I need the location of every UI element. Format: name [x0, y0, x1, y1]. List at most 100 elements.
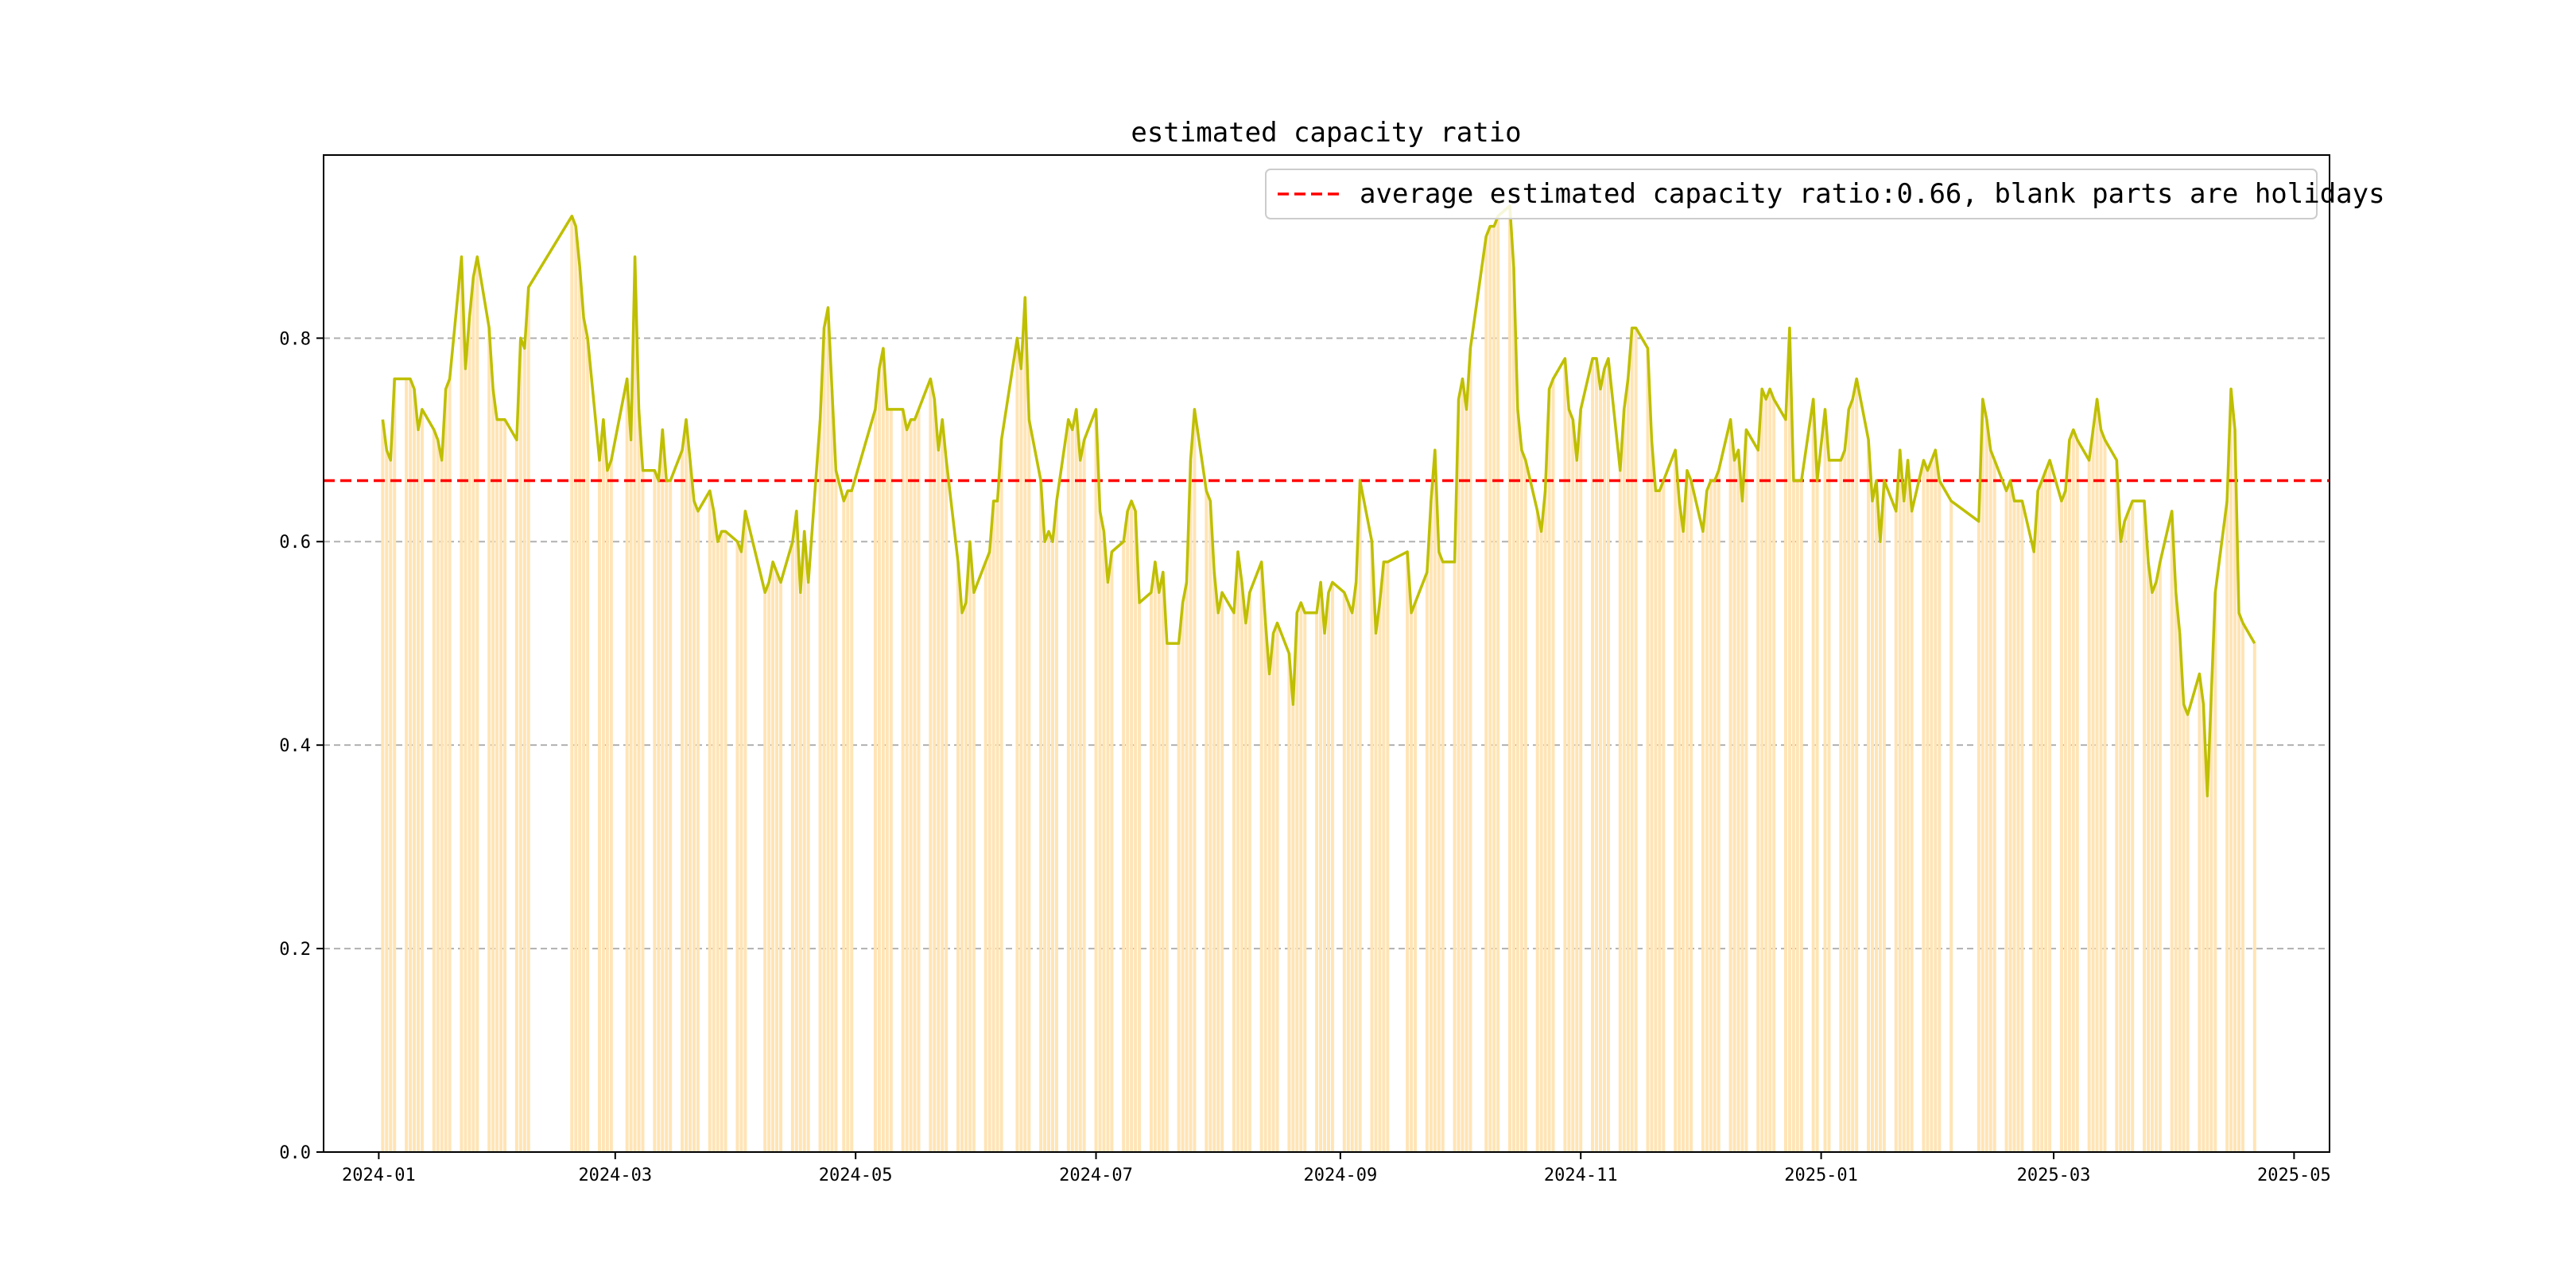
- bar: [1406, 552, 1410, 1152]
- bar: [1429, 501, 1433, 1152]
- bar: [1674, 450, 1678, 1152]
- bar: [1618, 470, 1622, 1152]
- bar: [1414, 603, 1418, 1152]
- bar: [818, 419, 822, 1152]
- bar: [2178, 633, 2182, 1152]
- bar: [1709, 480, 1713, 1152]
- bar: [1992, 460, 1996, 1152]
- bar: [1153, 561, 1157, 1152]
- bar: [448, 378, 452, 1152]
- bar: [381, 419, 385, 1152]
- bar: [1425, 572, 1429, 1152]
- bar: [1595, 358, 1599, 1153]
- bar: [1799, 480, 1803, 1152]
- bar: [609, 460, 613, 1152]
- y-tick-label: 0.2: [279, 940, 311, 960]
- bar: [2067, 440, 2071, 1152]
- bar: [1756, 450, 1760, 1152]
- y-tick-label: 0.0: [279, 1143, 311, 1163]
- bars: [381, 205, 2256, 1153]
- bar: [1867, 440, 1871, 1152]
- bar: [1930, 460, 1934, 1152]
- bar: [1287, 654, 1291, 1152]
- bar: [1599, 389, 1602, 1152]
- bar: [1547, 389, 1551, 1152]
- bar: [1894, 510, 1898, 1152]
- bar: [1299, 603, 1303, 1152]
- bar: [1054, 501, 1058, 1152]
- x-tick-label: 2024-11: [1544, 1166, 1618, 1185]
- bar: [1027, 419, 1031, 1152]
- bar: [2150, 592, 2154, 1152]
- bar: [822, 328, 826, 1152]
- bar: [2252, 643, 2256, 1152]
- bar: [826, 307, 830, 1153]
- bar: [1839, 460, 1843, 1152]
- bar: [1326, 592, 1330, 1152]
- bar: [1764, 399, 1768, 1152]
- bar: [641, 470, 645, 1152]
- bar: [1346, 603, 1350, 1152]
- bar: [1701, 531, 1705, 1152]
- bar: [956, 561, 960, 1152]
- bar: [767, 582, 771, 1152]
- bar: [2036, 491, 2040, 1152]
- bar: [1082, 440, 1086, 1152]
- bar: [1874, 480, 1878, 1152]
- bar: [2071, 429, 2075, 1152]
- bar: [1240, 582, 1243, 1152]
- bar: [1122, 541, 1126, 1152]
- bar: [1453, 561, 1457, 1152]
- bar: [1110, 552, 1114, 1152]
- bar: [1358, 480, 1362, 1152]
- bar: [1949, 501, 1953, 1152]
- bar: [2091, 429, 2095, 1152]
- bar: [1185, 582, 1189, 1152]
- bar: [1682, 531, 1686, 1152]
- bar: [1740, 501, 1744, 1152]
- bar: [1070, 429, 1074, 1152]
- x-tick-label: 2025-03: [2017, 1166, 2091, 1185]
- bar: [881, 348, 885, 1152]
- bar: [2012, 501, 2016, 1152]
- bar: [2131, 501, 2135, 1152]
- bar: [2059, 501, 2063, 1152]
- bar: [1902, 501, 1906, 1152]
- bar: [1760, 389, 1764, 1152]
- bar: [1539, 531, 1543, 1152]
- bar: [1980, 399, 1984, 1152]
- bar: [629, 440, 633, 1152]
- bar: [716, 541, 720, 1152]
- bar: [1791, 480, 1795, 1152]
- bar: [929, 378, 933, 1152]
- bar: [1855, 378, 1859, 1152]
- bar: [1591, 358, 1595, 1153]
- bar: [685, 419, 689, 1152]
- bar: [657, 480, 661, 1152]
- bar: [1216, 612, 1220, 1152]
- bar: [972, 592, 976, 1152]
- bar: [779, 582, 782, 1152]
- bar: [1934, 450, 1938, 1152]
- bar: [1650, 440, 1654, 1152]
- legend: average estimated capacity ratio:0.66, b…: [1265, 169, 2385, 219]
- bar: [913, 419, 917, 1152]
- bar: [1220, 592, 1224, 1152]
- bar: [681, 450, 685, 1152]
- bar: [2206, 796, 2209, 1152]
- bar: [708, 491, 712, 1152]
- bar: [432, 429, 436, 1152]
- bar: [968, 541, 972, 1152]
- bar: [601, 419, 605, 1152]
- bar: [905, 429, 909, 1152]
- x-tick-label: 2025-05: [2257, 1166, 2331, 1185]
- bar: [1271, 633, 1275, 1152]
- bar: [1043, 541, 1047, 1152]
- bar: [1567, 409, 1571, 1152]
- bar: [1744, 429, 1748, 1152]
- bar: [720, 531, 724, 1152]
- x-axis: 2024-01 2024-03 2024-05 2024-07 2024-09 2024-…: [342, 1152, 2331, 1185]
- bar: [1811, 399, 1815, 1152]
- bar: [1898, 450, 1902, 1152]
